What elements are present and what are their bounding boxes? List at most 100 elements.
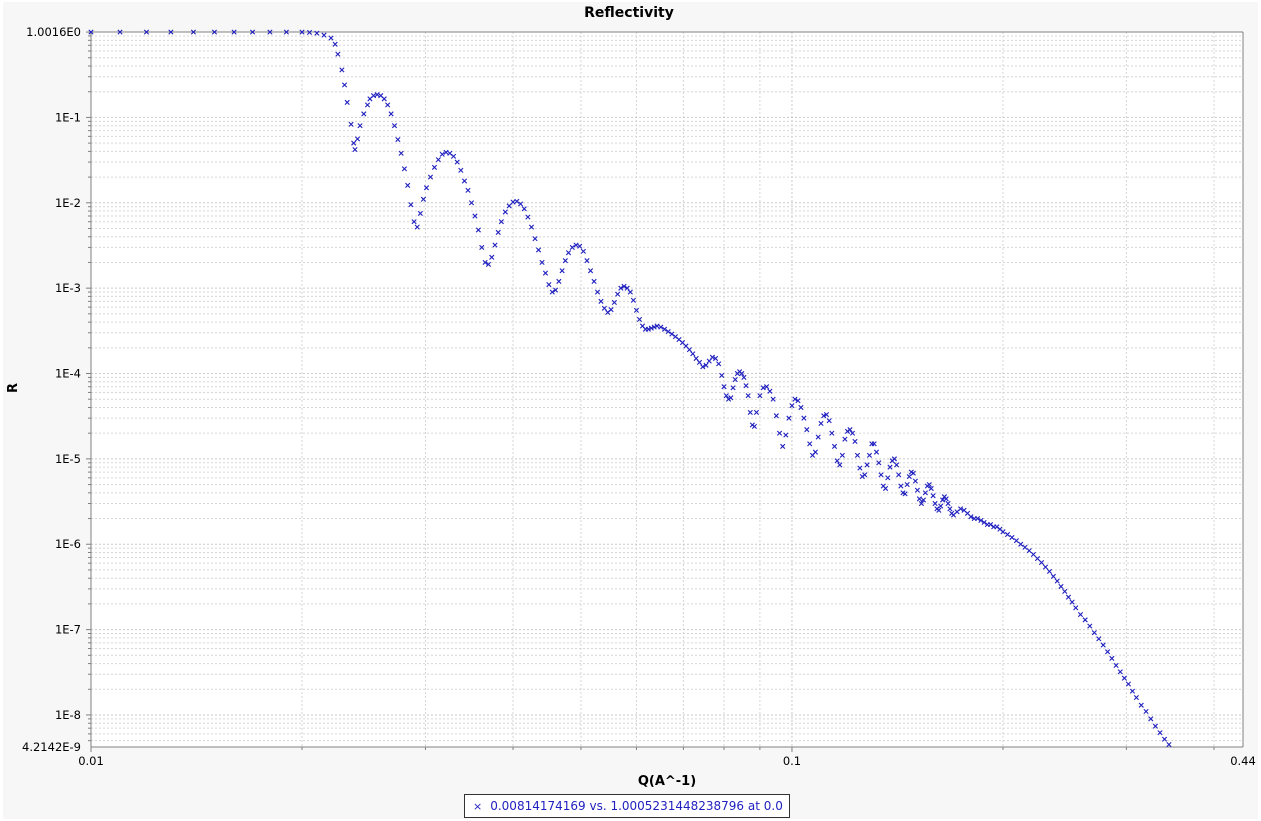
data-point: [1096, 636, 1102, 642]
data-point: [439, 151, 445, 157]
data-point: [395, 136, 401, 143]
data-point: [978, 517, 984, 524]
data-point: [987, 521, 994, 528]
data-point: [936, 507, 942, 513]
data-point: [1109, 655, 1115, 661]
x-axis-title: Q(A^-1): [638, 774, 696, 789]
data-point: [454, 159, 460, 165]
data-point: [117, 29, 123, 35]
data-point: [686, 347, 692, 353]
data-point: [981, 519, 987, 526]
data-point: [450, 153, 457, 159]
data-point: [414, 224, 420, 230]
data-point: [732, 376, 738, 383]
data-point: [876, 460, 882, 466]
y-tick-label: 1.0016E0: [26, 25, 81, 39]
data-point: [532, 236, 538, 242]
data-point: [542, 270, 549, 276]
data-point: [1157, 730, 1163, 736]
data-point: [335, 51, 341, 57]
data-point: [1022, 544, 1028, 550]
data-point: [1069, 599, 1075, 605]
data-point: [804, 427, 810, 433]
y-tick-label: 1E-8: [55, 708, 81, 722]
data-point: [621, 283, 627, 289]
data-point: [88, 29, 94, 35]
data-point: [492, 242, 498, 248]
data-point: [658, 324, 664, 330]
data-point: [552, 287, 559, 293]
data-point: [871, 441, 877, 447]
data-point: [231, 29, 237, 35]
data-point: [1054, 578, 1060, 584]
data-point: [351, 140, 357, 146]
data-point: [408, 202, 414, 208]
data-point: [370, 93, 377, 99]
data-point: [645, 326, 651, 332]
data-point: [709, 354, 715, 360]
data-point: [938, 503, 944, 509]
data-point: [267, 29, 273, 35]
data-point: [361, 111, 367, 117]
data-points: [88, 29, 1172, 748]
data-point: [339, 67, 345, 73]
data-point: [411, 219, 417, 225]
data-point: [719, 372, 725, 379]
data-point: [405, 182, 411, 188]
data-point: [587, 268, 594, 274]
axes: [86, 31, 1244, 752]
data-point: [1113, 662, 1119, 669]
data-point: [1073, 605, 1079, 611]
data-point: [580, 248, 586, 254]
data-point: [831, 443, 838, 449]
data-point: [753, 409, 760, 416]
data-point: [928, 485, 934, 492]
data-point: [716, 361, 722, 367]
data-point: [627, 289, 633, 295]
data-point: [364, 102, 371, 108]
data-point: [786, 415, 792, 421]
data-point: [601, 305, 607, 311]
data-point: [388, 111, 394, 117]
data-point: [1034, 555, 1041, 562]
data-point: [1125, 681, 1132, 687]
data-point: [862, 472, 868, 478]
y-tick-label: 1E-1: [55, 110, 81, 124]
data-point: [348, 121, 354, 127]
data-point: [633, 307, 640, 313]
data-point: [332, 41, 338, 47]
data-point: [968, 514, 974, 520]
legend[interactable]: × 0.00814174169 vs. 1.0005231448238796 a…: [464, 794, 790, 818]
data-point: [1050, 573, 1056, 579]
data-point: [468, 200, 475, 206]
data-point: [904, 481, 910, 488]
data-point: [807, 441, 813, 447]
data-point: [502, 209, 508, 215]
data-point: [916, 496, 923, 502]
data-point: [669, 331, 675, 337]
data-point: [957, 506, 964, 512]
data-point: [506, 203, 512, 209]
data-point: [918, 500, 925, 507]
data-point: [321, 32, 327, 38]
data-point: [314, 30, 320, 36]
data-point: [1121, 675, 1127, 681]
data-point: [975, 515, 981, 522]
data-point: [852, 438, 858, 445]
data-point: [1013, 538, 1019, 544]
data-point: [306, 29, 313, 36]
data-point: [615, 291, 621, 297]
data-point: [299, 29, 305, 35]
data-point: [741, 374, 747, 381]
data-point: [932, 500, 938, 507]
data-point: [665, 328, 671, 335]
data-point: [584, 258, 590, 264]
data-point: [906, 474, 912, 480]
y-tick-label: 1E-5: [55, 452, 81, 466]
data-point: [357, 123, 363, 129]
data-point: [1082, 617, 1088, 623]
data-point: [834, 458, 840, 464]
data-point: [328, 35, 334, 41]
data-point: [1104, 649, 1111, 655]
data-point: [815, 434, 821, 440]
